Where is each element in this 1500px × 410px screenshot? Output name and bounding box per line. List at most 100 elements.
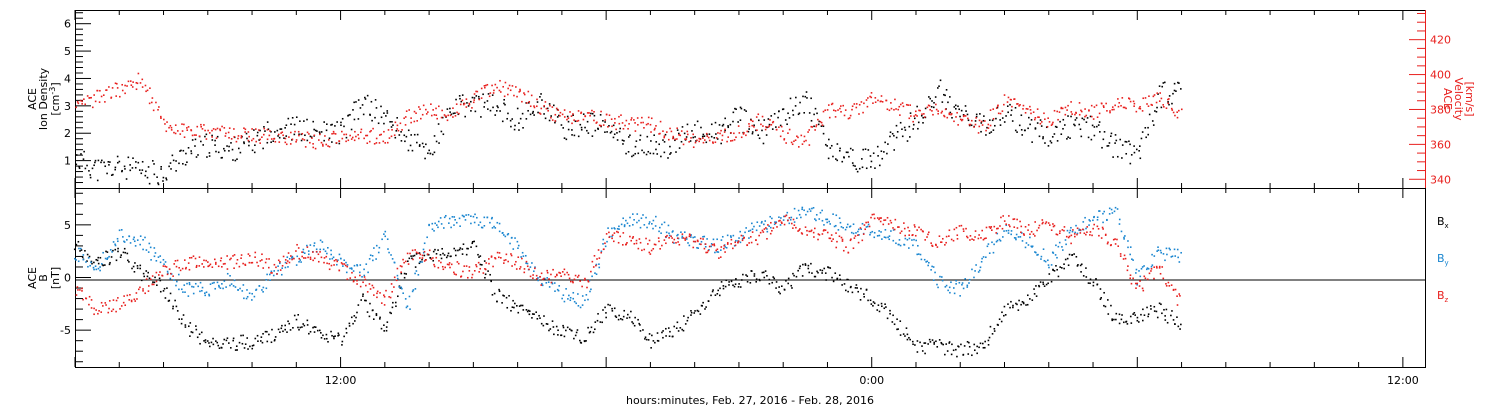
data-point [803,209,805,212]
data-point [741,239,744,242]
data-point [394,301,397,304]
data-point [112,249,114,252]
data-point [1159,92,1162,94]
data-point [804,95,807,98]
data-point [914,110,917,113]
data-point [357,137,360,140]
data-point [380,302,383,304]
data-point [1034,117,1037,119]
data-point [731,139,734,142]
velocity-tick-label: 380 [1430,103,1451,116]
density-tick-label: 3 [64,100,71,113]
data-point [1080,263,1083,266]
data-point [507,232,510,235]
data-point [321,241,324,243]
data-point [130,300,133,303]
data-point [935,244,937,247]
data-point [639,324,641,326]
data-point [779,224,782,226]
data-point [1132,313,1134,315]
data-point [194,138,197,141]
data-point [611,237,613,240]
data-point [572,291,575,294]
data-point [287,252,290,254]
data-point [567,298,569,300]
data-point [169,277,172,280]
data-point [750,119,753,122]
data-point [479,255,482,257]
data-point [1178,293,1181,295]
data-point [121,89,124,92]
data-point [166,287,168,289]
data-point [194,282,197,285]
data-point [212,128,215,130]
data-point [218,284,220,287]
data-point [972,239,975,241]
data-point [896,131,899,133]
data-point [160,168,162,170]
data-point [944,94,946,97]
data-point [325,129,328,132]
data-point [908,237,911,240]
data-point [689,234,692,237]
data-point [288,322,291,325]
data-point [1038,284,1040,287]
data-point [816,112,818,115]
data-point [499,79,501,82]
data-point [540,322,543,325]
data-point [1030,112,1032,115]
data-point [384,230,387,233]
data-point [400,286,403,289]
data-point [162,180,164,182]
data-point [955,348,957,351]
data-point [511,236,513,239]
data-point [665,327,667,330]
data-point [272,140,275,142]
data-point [1016,303,1018,306]
data-point [611,310,614,312]
data-point [462,215,465,218]
data-point [981,124,984,126]
data-point [372,259,374,262]
data-point [390,283,393,285]
data-point [928,338,931,341]
data-point [1070,101,1072,103]
data-point [734,283,737,285]
data-point [907,104,909,106]
data-point [888,238,891,241]
data-point [399,287,402,289]
data-point [1146,267,1149,269]
data-point [915,239,917,242]
data-point [892,314,894,317]
data-point [155,101,157,104]
data-point [371,119,373,122]
data-point [877,99,879,102]
data-point [286,260,289,262]
data-point [340,121,342,124]
data-point [654,341,656,344]
data-point [245,132,248,135]
data-point [361,276,363,278]
data-point [197,154,199,156]
data-point [789,218,792,221]
data-point [750,241,753,244]
data-point [983,346,986,349]
data-point [425,259,427,261]
data-point [486,100,489,102]
data-point [970,124,973,127]
data-point [211,136,213,138]
data-point [724,285,727,288]
data-point [769,215,771,218]
data-point [279,128,282,130]
data-point [1156,316,1159,319]
data-point [996,239,999,242]
data-point [792,218,795,221]
data-point [524,254,527,257]
data-point [226,272,229,275]
data-point [590,270,592,273]
data-point [366,291,369,293]
data-point [816,270,818,273]
data-point [793,221,796,223]
data-point [934,96,937,98]
density-tick-label: 4 [64,72,71,85]
